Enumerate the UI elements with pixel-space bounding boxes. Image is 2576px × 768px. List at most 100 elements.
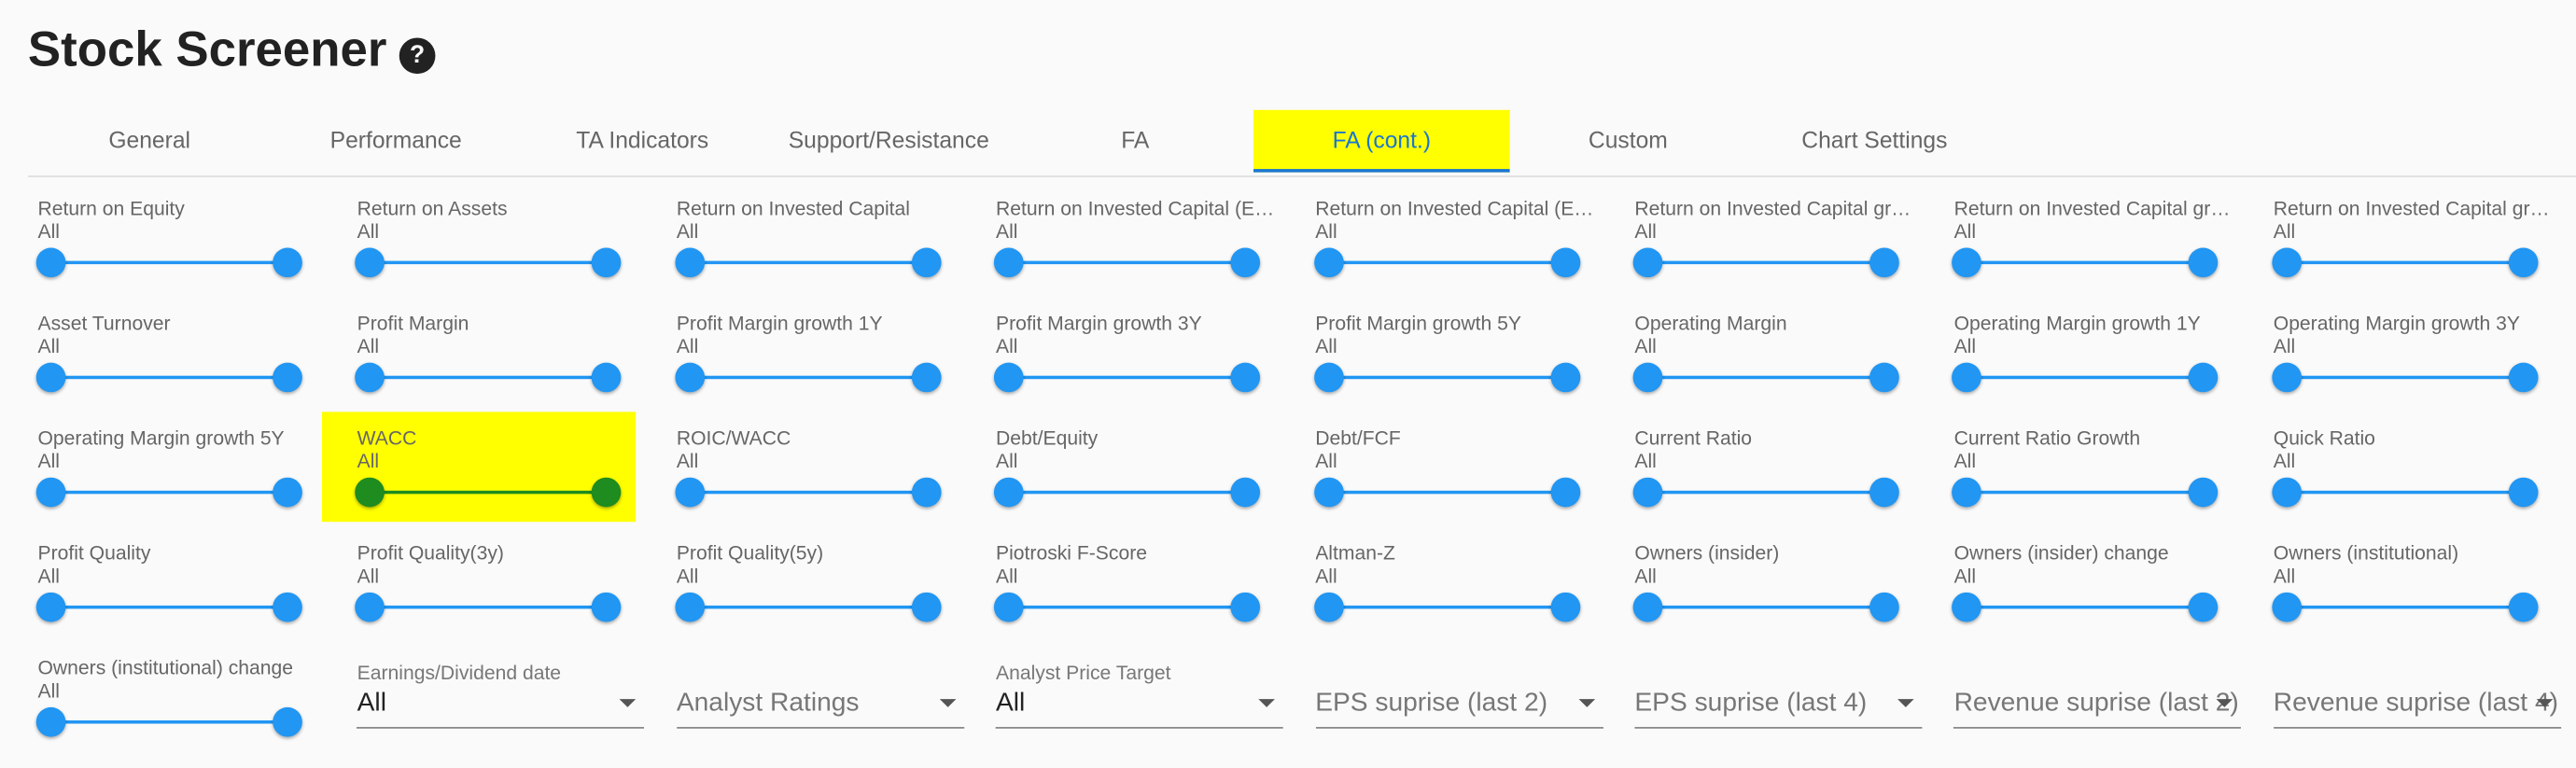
slider-thumb[interactable] [355,592,385,622]
filter-label: Current Ratio [1634,426,1753,450]
slider-track [50,260,288,265]
slider-thumb[interactable] [1952,362,1982,393]
dropdown[interactable]: Revenue suprise (last 2) [1953,662,2242,744]
slider-thumb[interactable] [1230,247,1261,278]
filter-value: All [37,449,60,473]
slider-thumb[interactable] [1632,247,1663,278]
dropdown[interactable]: EPS suprise (last 4) [1634,662,1923,744]
slider-thumb[interactable] [1549,477,1580,508]
tab[interactable]: General [108,126,191,153]
slider-thumb[interactable] [273,247,302,278]
tab[interactable]: Performance [329,126,462,153]
slider-thumb[interactable] [1313,592,1344,622]
range-filter: Return on Invested Capital growt… All [1952,197,2240,296]
slider-thumb[interactable] [35,592,66,622]
slider-thumb[interactable] [675,592,705,622]
slider-thumb[interactable] [1549,362,1580,393]
slider-thumb[interactable] [1549,247,1580,278]
filter-label: Return on Invested Capital growt… [1634,197,1918,220]
slider-thumb[interactable] [675,247,705,278]
help-icon[interactable]: ? [399,37,436,75]
tab[interactable]: FA (cont.) [1253,109,1510,173]
tab[interactable]: Support/Resistance [788,126,989,153]
slider-thumb[interactable] [1952,477,1982,508]
tab[interactable]: TA Indicators [576,126,709,153]
range-filter: Return on Assets All [355,197,643,296]
slider-thumb[interactable] [273,362,302,393]
slider-thumb[interactable] [1952,592,1982,622]
slider-thumb[interactable] [994,477,1024,508]
slider-thumb[interactable] [994,592,1024,622]
slider-thumb[interactable] [592,362,623,393]
slider-thumb[interactable] [911,362,942,393]
slider-thumb[interactable] [2271,362,2302,393]
slider-thumb[interactable] [35,477,66,508]
slider-thumb[interactable] [1952,247,1982,278]
tab[interactable]: Custom [1588,126,1668,153]
slider-thumb[interactable] [675,477,705,508]
slider-thumb[interactable] [2189,477,2219,508]
tab[interactable]: Chart Settings [1801,126,1948,153]
dropdown[interactable]: Analyst Price Target All [996,662,1284,744]
slider-thumb[interactable] [1869,247,1899,278]
slider-thumb[interactable] [1632,362,1663,393]
slider-thumb[interactable] [994,247,1024,278]
slider-thumb[interactable] [1869,592,1899,622]
slider-thumb[interactable] [1230,592,1261,622]
slider-thumb[interactable] [592,592,623,622]
slider-thumb[interactable] [1313,477,1344,508]
slider-thumb[interactable] [911,247,942,278]
dropdown[interactable]: Analyst Ratings [676,662,964,744]
slider-thumb[interactable] [1869,477,1899,508]
slider-thumb[interactable] [911,592,942,622]
slider-thumb[interactable] [994,362,1024,393]
slider-thumb[interactable] [2271,477,2302,508]
filter-value: All [996,334,1018,358]
slider-thumb[interactable] [2508,477,2539,508]
slider-thumb[interactable] [2508,247,2539,278]
slider-thumb[interactable] [1632,477,1663,508]
slider-thumb[interactable] [2271,592,2302,622]
filter-label: Return on Assets [357,197,508,220]
slider-thumb[interactable] [1313,247,1344,278]
slider-thumb[interactable] [2189,592,2219,622]
slider-thumb[interactable] [273,592,302,622]
slider-thumb[interactable] [273,477,302,508]
range-filter: Operating Margin growth 1Y All [1952,312,2240,411]
slider-track [689,490,927,495]
dropdown[interactable]: Earnings/Dividend date All [357,662,645,744]
filter-label: Current Ratio Growth [1953,426,2141,450]
filter-label: Profit Quality [37,541,151,565]
slider-thumb[interactable] [911,477,942,508]
slider-thumb[interactable] [273,706,302,737]
slider-track [370,605,608,609]
filter-label: Debt/FCF [1315,426,1401,450]
slider-thumb[interactable] [355,477,385,508]
dropdown[interactable]: EPS suprise (last 2) [1315,662,1603,744]
tab[interactable]: FA [1121,126,1150,153]
slider-thumb[interactable] [35,247,66,278]
filter-label: Owners (institutional) [2273,541,2459,565]
slider-thumb[interactable] [2271,247,2302,278]
slider-thumb[interactable] [35,706,66,737]
slider-thumb[interactable] [1632,592,1663,622]
slider-thumb[interactable] [35,362,66,393]
slider-thumb[interactable] [1549,592,1580,622]
slider-thumb[interactable] [355,247,385,278]
slider-thumb[interactable] [2508,592,2539,622]
slider-thumb[interactable] [1230,477,1261,508]
slider-thumb[interactable] [592,247,623,278]
filter-label: Profit Margin growth 1Y [676,312,883,335]
slider-thumb[interactable] [1230,362,1261,393]
slider-thumb[interactable] [592,477,623,508]
slider-thumb[interactable] [2189,362,2219,393]
slider-thumb[interactable] [1313,362,1344,393]
dropdown[interactable]: Revenue suprise (last 4) [2273,662,2561,744]
slider-thumb[interactable] [1869,362,1899,393]
dropdown-underline [1953,727,2242,729]
dropdown-underline [2273,727,2561,729]
slider-thumb[interactable] [2508,362,2539,393]
slider-thumb[interactable] [2189,247,2219,278]
slider-thumb[interactable] [675,362,705,393]
slider-thumb[interactable] [355,362,385,393]
